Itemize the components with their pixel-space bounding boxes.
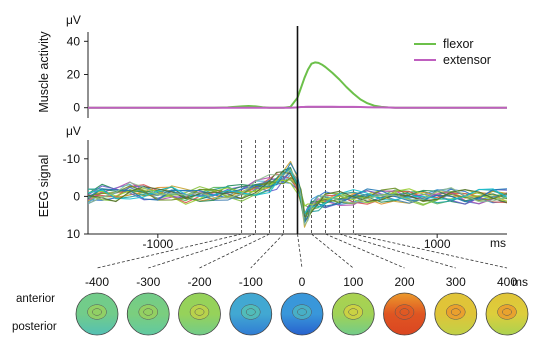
- x-unit-label: ms: [490, 236, 506, 250]
- scalp-map: [280, 292, 324, 336]
- eeg-y-tick-label: 0: [73, 189, 80, 203]
- muscle-activity-panel: μV Muscle activity 40 20 0 flexor extensor: [37, 13, 507, 118]
- fan-line: [339, 233, 456, 269]
- scalp-contour-inner: [194, 308, 205, 316]
- eeg-y-axis-label: EEG signal: [37, 155, 51, 218]
- scalp-contour-inner: [450, 308, 461, 316]
- eeg-trace: [88, 177, 507, 215]
- topo-time-label: -200: [187, 275, 211, 289]
- legend-label-extensor: extensor: [443, 53, 491, 67]
- scalp-map: [126, 292, 170, 336]
- scalp-map: [383, 292, 426, 336]
- scalp-map: [229, 292, 273, 336]
- scalp-contour: [292, 304, 312, 320]
- fan-line: [311, 233, 354, 269]
- scalp-map: [434, 292, 478, 336]
- row-label-posterior: posterior: [12, 321, 57, 333]
- scalp-map: [331, 292, 375, 336]
- fan-line: [148, 233, 256, 269]
- topo-time-label: -300: [136, 275, 160, 289]
- scalp-contour: [87, 304, 107, 320]
- topo-time-label: 400: [497, 275, 517, 289]
- scalp-contour: [446, 304, 466, 320]
- scalp-contour-inner: [92, 308, 102, 316]
- topo-time-label: -400: [85, 275, 109, 289]
- eeg-trace: [88, 168, 507, 226]
- muscle-y-axis-label: Muscle activity: [37, 31, 51, 113]
- muscle-y-tick-label: 0: [73, 101, 80, 115]
- topo-time-label: -100: [239, 275, 263, 289]
- scalp-contour-inner: [143, 308, 154, 316]
- fan-line: [325, 233, 405, 269]
- fan-line: [199, 233, 270, 269]
- legend-label-flexor: flexor: [443, 37, 474, 51]
- topography-row: -400 -300 -200 -100 0 100 200 300 400 ms anterio…: [12, 275, 529, 336]
- scalp-map: [75, 292, 119, 336]
- scalp-contour: [497, 304, 517, 320]
- row-label-anterior: anterior: [16, 293, 55, 305]
- scalp-contour-inner: [348, 308, 359, 316]
- eeg-x-tick-label: 1000: [424, 237, 451, 251]
- muscle-y-tick-label: 20: [67, 68, 81, 82]
- scalp-map: [485, 292, 529, 336]
- scalp-contour-inner: [245, 308, 256, 316]
- topo-time-label: 300: [446, 275, 466, 289]
- topo-time-unit: ms: [512, 275, 528, 289]
- topo-time-label: 200: [394, 275, 414, 289]
- scalp-contour-inner: [297, 308, 307, 316]
- scalp-contour: [189, 304, 210, 320]
- fan-line: [250, 233, 284, 269]
- scalp-contour-inner: [502, 308, 512, 316]
- scalp-contour: [241, 304, 261, 320]
- eeg-signal-panel: μV EEG signal ms -10 0 10 -1000 1000: [37, 124, 507, 251]
- legend: flexor extensor: [414, 37, 491, 67]
- muscle-unit-label: μV: [66, 13, 81, 27]
- fan-line: [353, 233, 508, 269]
- scalp-map: [178, 292, 221, 336]
- eeg-y-tick-label: -10: [63, 152, 81, 166]
- muscle-series-extensor: [88, 105, 507, 109]
- fan-line: [297, 233, 303, 269]
- topo-time-label: 100: [343, 275, 363, 289]
- eeg-x-tick-label: -1000: [142, 237, 173, 251]
- muscle-y-tick-label: 40: [67, 34, 81, 48]
- eeg-y-tick-label: 10: [67, 227, 81, 241]
- scalp-contour: [394, 304, 415, 320]
- scalp-contour-inner: [399, 308, 410, 316]
- scalp-contour: [138, 304, 158, 320]
- topo-time-label: 0: [299, 275, 306, 289]
- eeg-unit-label: μV: [66, 124, 81, 138]
- scalp-contour: [343, 304, 363, 320]
